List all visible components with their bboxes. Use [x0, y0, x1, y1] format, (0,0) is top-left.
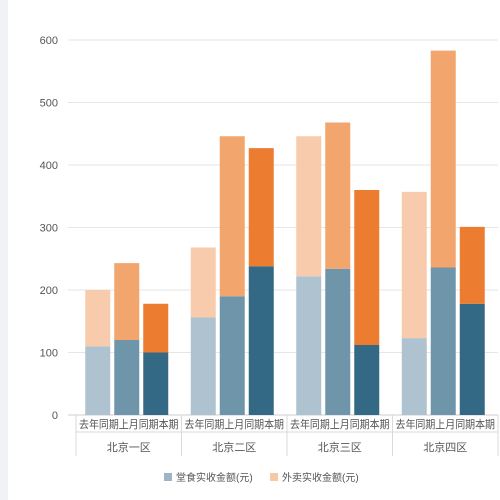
bar-takeout [143, 303, 169, 353]
chart-card: 0 100 200 300 400 500 600 去年同期上月同期本期 北京一区 去年同期上月同… [8, 0, 500, 500]
bar-dine-in [143, 352, 169, 415]
y-tick-label: 400 [40, 160, 58, 172]
bar-dine-in [401, 338, 427, 415]
bar-dine-in [248, 266, 274, 415]
legend-swatch-takeout [270, 473, 278, 481]
bar-dine-in [190, 317, 216, 415]
bar-takeout [85, 290, 111, 347]
period-labels: 去年同期上月同期本期 [396, 417, 496, 431]
y-tick-label: 300 [40, 223, 58, 235]
bar-takeout [296, 136, 322, 277]
legend-label-takeout: 外卖实收金额(元) [282, 471, 359, 484]
period-labels: 去年同期上月同期本期 [185, 417, 285, 431]
group-label: 北京三区 [318, 440, 362, 454]
bar-dine-in [219, 296, 245, 415]
bar-takeout [430, 50, 456, 268]
bar-dine-in [430, 267, 456, 415]
bar-dine-in [354, 345, 380, 415]
bar-takeout [401, 191, 427, 339]
bar-dine-in [459, 303, 485, 415]
group-label: 北京一区 [107, 440, 151, 454]
bar-dine-in [114, 340, 140, 415]
y-tick-label: 500 [40, 98, 58, 110]
legend-swatch-dine-in [164, 473, 172, 481]
group-label: 北京四区 [423, 440, 467, 454]
y-tick-label: 200 [40, 285, 58, 297]
bar-dine-in [85, 346, 111, 415]
bar-takeout [219, 136, 245, 297]
bar-dine-in [296, 276, 322, 415]
legend-label-dine-in: 堂食实收金额(元) [176, 471, 253, 484]
period-labels: 去年同期上月同期本期 [290, 417, 390, 431]
y-tick-label: 0 [52, 410, 58, 422]
bar-takeout [190, 247, 216, 318]
bar-dine-in [325, 268, 351, 415]
y-tick-label: 100 [40, 348, 58, 360]
group-label: 北京二区 [212, 440, 256, 454]
bar-takeout [354, 190, 380, 345]
y-tick-label: 600 [40, 35, 58, 47]
bar-takeout [114, 263, 140, 340]
bar-takeout [325, 122, 351, 269]
bar-takeout [248, 148, 274, 267]
stacked-bar-chart: 0100200300400500600去年同期上月同期本期北京一区去年同期上月同… [40, 35, 499, 484]
period-labels: 去年同期上月同期本期 [79, 417, 179, 431]
bar-takeout [459, 226, 485, 304]
